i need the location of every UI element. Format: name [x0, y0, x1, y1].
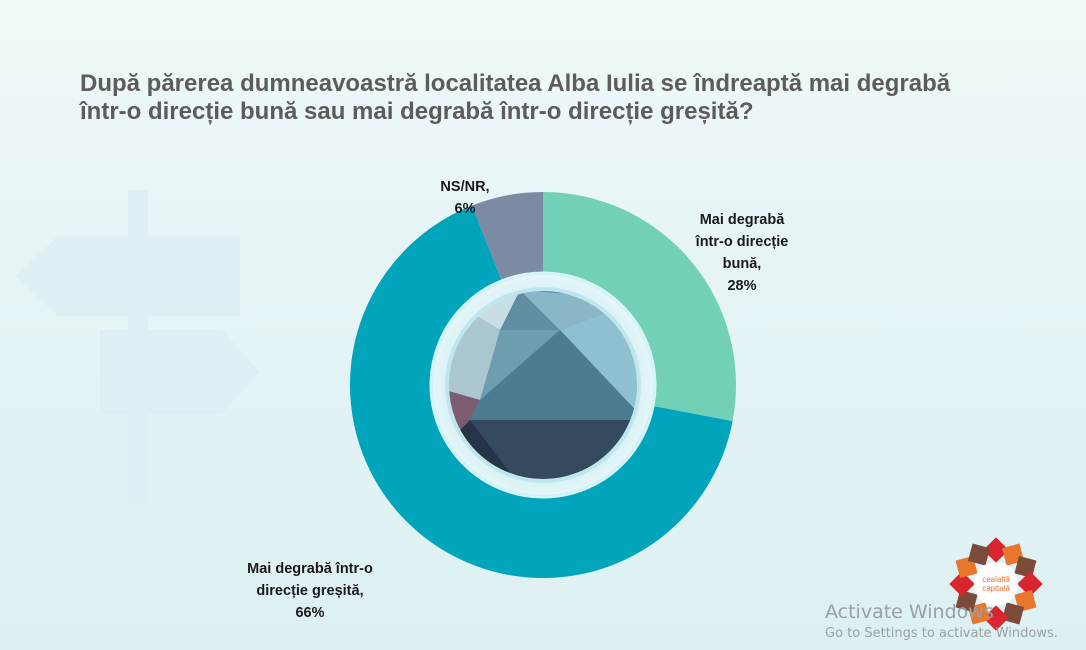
chart-title: După părerea dumneavoastră localitatea A… [80, 70, 951, 125]
logo-petal [949, 571, 975, 597]
slice-label-nsnr: NS/NR, 6% [440, 179, 490, 217]
signpost-background-graphic [16, 190, 260, 505]
donut-slice-0 [543, 192, 736, 422]
watermark-line1: Activate Windows [825, 601, 994, 623]
logo-text-line1: cealaltă [982, 575, 1010, 584]
windows-activation-watermark: Activate Windows Go to Settings to activ… [825, 600, 1058, 644]
cealalta-capitala-logo: cealaltă capitală [949, 537, 1043, 631]
logo-petal [967, 543, 991, 566]
inner-ring-edge [429, 271, 657, 499]
gem-rim [445, 287, 641, 483]
slice-label-buna: Mai degrabă într-o direcție bună, 28% [695, 212, 789, 294]
watermark-line2: Go to Settings to activate Windows. [825, 626, 1058, 641]
logo-petal [983, 605, 1009, 631]
donut-slice-2 [471, 192, 543, 283]
logo-petal [983, 537, 1009, 563]
slice-label-gresita: Mai degrabă într-o direcție greșită, 66% [247, 561, 373, 621]
logo-text-line2: capitală [982, 584, 1010, 593]
donut-slice-1 [349, 205, 733, 578]
